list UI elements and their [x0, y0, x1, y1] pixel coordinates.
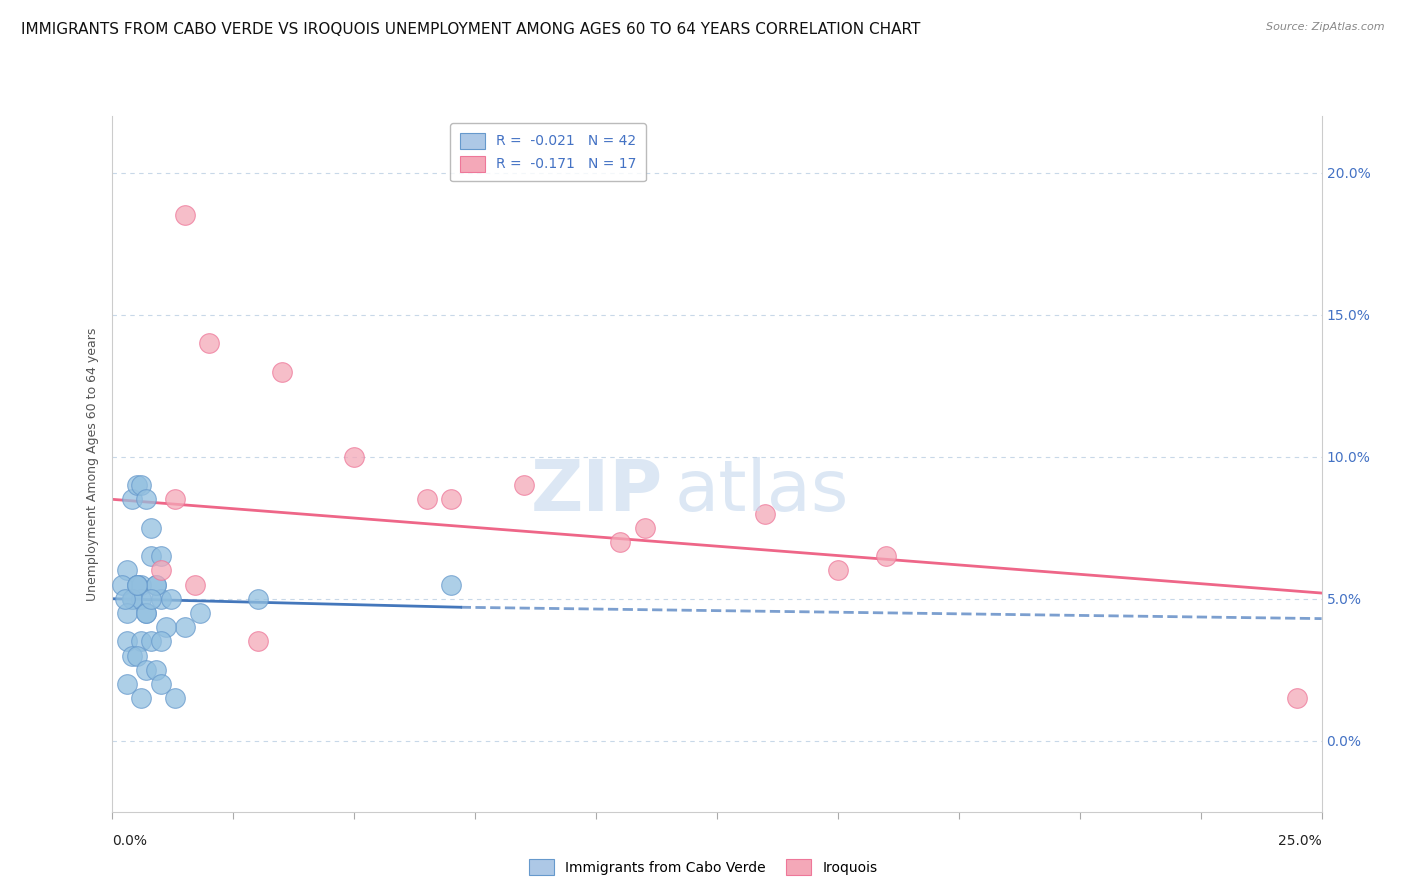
- Point: [121, 591, 143, 606]
- Point: [141, 521, 163, 535]
- Point: [131, 691, 153, 706]
- Point: [149, 634, 172, 648]
- Point: [114, 591, 136, 606]
- Text: Source: ZipAtlas.com: Source: ZipAtlas.com: [1267, 22, 1385, 32]
- Point: [115, 677, 138, 691]
- Point: [135, 663, 157, 677]
- Point: [145, 577, 167, 591]
- Point: [198, 336, 221, 351]
- Point: [131, 577, 153, 591]
- Point: [183, 577, 205, 591]
- Point: [270, 365, 292, 379]
- Point: [131, 634, 153, 648]
- Point: [440, 577, 463, 591]
- Point: [512, 478, 534, 492]
- Point: [159, 591, 181, 606]
- Legend: Immigrants from Cabo Verde, Iroquois: Immigrants from Cabo Verde, Iroquois: [523, 854, 883, 880]
- Point: [121, 648, 143, 663]
- Point: [145, 663, 167, 677]
- Text: ZIP: ZIP: [530, 458, 662, 526]
- Text: IMMIGRANTS FROM CABO VERDE VS IROQUOIS UNEMPLOYMENT AMONG AGES 60 TO 64 YEARS CO: IMMIGRANTS FROM CABO VERDE VS IROQUOIS U…: [21, 22, 921, 37]
- Point: [149, 563, 172, 577]
- Point: [125, 577, 148, 591]
- Point: [131, 478, 153, 492]
- Point: [633, 521, 655, 535]
- Point: [125, 648, 148, 663]
- Point: [188, 606, 211, 620]
- Point: [115, 606, 138, 620]
- Point: [149, 549, 172, 563]
- Point: [131, 591, 153, 606]
- Point: [145, 577, 167, 591]
- Point: [1286, 691, 1309, 706]
- Point: [135, 606, 157, 620]
- Legend: R =  -0.021   N = 42, R =  -0.171   N = 17: R = -0.021 N = 42, R = -0.171 N = 17: [450, 123, 645, 181]
- Point: [440, 492, 463, 507]
- Point: [246, 591, 269, 606]
- Point: [141, 591, 163, 606]
- Point: [343, 450, 366, 464]
- Point: [115, 563, 138, 577]
- Text: atlas: atlas: [675, 458, 849, 526]
- Point: [875, 549, 897, 563]
- Point: [141, 634, 163, 648]
- Point: [827, 563, 849, 577]
- Point: [115, 634, 138, 648]
- Point: [125, 577, 148, 591]
- Y-axis label: Unemployment Among Ages 60 to 64 years: Unemployment Among Ages 60 to 64 years: [86, 327, 100, 600]
- Point: [155, 620, 177, 634]
- Text: 0.0%: 0.0%: [112, 834, 148, 848]
- Point: [125, 478, 148, 492]
- Point: [754, 507, 776, 521]
- Point: [174, 620, 197, 634]
- Point: [174, 208, 197, 222]
- Point: [111, 577, 134, 591]
- Point: [141, 549, 163, 563]
- Point: [165, 492, 187, 507]
- Point: [135, 606, 157, 620]
- Point: [609, 535, 631, 549]
- Text: 25.0%: 25.0%: [1278, 834, 1322, 848]
- Point: [149, 677, 172, 691]
- Point: [165, 691, 187, 706]
- Point: [121, 591, 143, 606]
- Point: [416, 492, 439, 507]
- Point: [246, 634, 269, 648]
- Point: [135, 492, 157, 507]
- Point: [125, 577, 148, 591]
- Point: [121, 492, 143, 507]
- Point: [149, 591, 172, 606]
